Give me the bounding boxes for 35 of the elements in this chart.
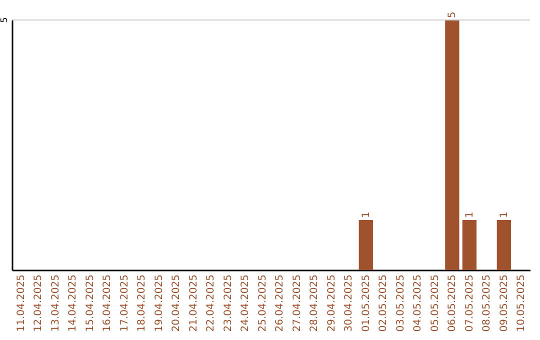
x-tick-label: 27.04.2025 [292, 274, 303, 332]
x-tick-label: 10.05.2025 [516, 274, 528, 332]
x-tick-label: 03.05.2025 [395, 274, 406, 332]
x-tick-label: 11.04.2025 [16, 274, 27, 332]
x-tick-label: 23.04.2025 [222, 274, 234, 332]
x-tick-label: 01.05.2025 [360, 274, 372, 332]
ref-line-label: 5 [0, 17, 10, 23]
x-tick-label: 06.05.2025 [447, 274, 458, 332]
x-tick-label: 25.04.2025 [257, 274, 268, 332]
data-label: 1 [464, 212, 476, 218]
x-tick-label: 05.05.2025 [430, 274, 441, 332]
x-tick-label: 21.04.2025 [188, 274, 200, 332]
x-tick-label: 14.04.2025 [68, 274, 79, 332]
x-tick-label: 30.04.2025 [344, 274, 355, 332]
x-tick-label: 26.04.2025 [274, 274, 286, 332]
x-tick-label: 18.04.2025 [136, 274, 148, 332]
x-tick-label: 19.04.2025 [154, 274, 165, 332]
x-tick-label: 28.04.2025 [309, 274, 320, 332]
x-tick-label: 09.05.2025 [498, 274, 510, 332]
x-tick-label: 16.04.2025 [102, 274, 114, 332]
x-tick-label: 08.05.2025 [482, 274, 493, 332]
x-tick-label: 12.04.2025 [33, 274, 44, 332]
x-tick-label: 02.05.2025 [378, 274, 390, 332]
data-label: 1 [360, 212, 372, 218]
x-tick-label: 04.05.2025 [412, 274, 424, 332]
x-tick-label: 20.04.2025 [171, 274, 182, 332]
x-tick-label: 22.04.2025 [206, 274, 217, 332]
x-tick-label: 17.04.2025 [119, 274, 130, 332]
data-label: 5 [447, 12, 458, 18]
x-tick-label: 13.04.2025 [50, 274, 62, 332]
x-tick-label: 24.04.2025 [240, 274, 252, 332]
x-tick-label: 29.04.2025 [326, 274, 338, 332]
data-label: 1 [498, 212, 510, 218]
x-tick-label: 07.05.2025 [464, 274, 476, 332]
x-tick-label: 15.04.2025 [84, 274, 96, 332]
